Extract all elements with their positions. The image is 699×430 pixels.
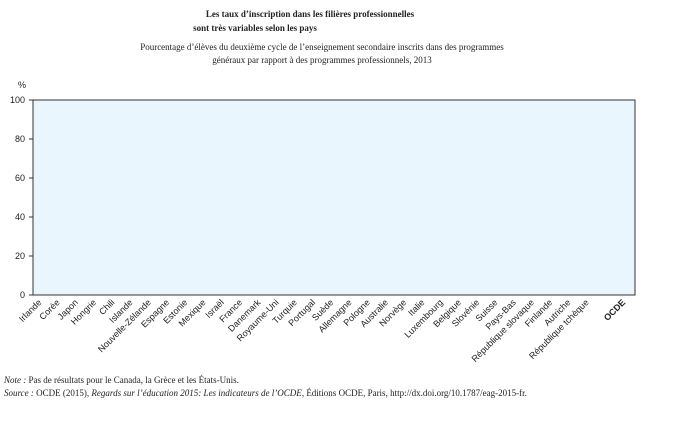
y-tick-label: 0 [20,290,25,300]
note-text: Pas de résultats pour le Canada, la Grèc… [29,375,239,385]
note-label: Note : [3,375,26,385]
y-axis-label: % [18,80,26,90]
x-tick-label: OCDE [602,297,627,322]
y-tick-label: 60 [15,173,25,183]
source: Source : OCDE (2015), Regards sur l’éduc… [4,388,527,398]
source-text: OCDE (2015), [36,388,89,398]
source-title: Regards sur l’éducation 2015: Les indica… [90,388,302,398]
y-tick-label: 40 [15,212,25,222]
source-rest: , Éditions OCDE, Paris, http://dx.doi.or… [302,388,527,398]
chart-subtitle: généraux par rapport à des programmes pr… [212,55,432,65]
chart-title: Les taux d’inscription dans les filières… [206,9,415,19]
chart-subtitle: Pourcentage d’élèves du deuxième cycle d… [140,42,504,52]
chart-title: sont très variables selon les pays [193,23,317,33]
y-tick-label: 100 [10,95,25,105]
plot-area [32,99,636,296]
source-label: Source : [4,388,34,398]
note: Note : Pas de résultats pour le Canada, … [3,375,239,385]
y-tick-label: 20 [15,251,25,261]
y-tick-label: 80 [15,134,25,144]
x-tick-label: Irlande [17,297,44,324]
